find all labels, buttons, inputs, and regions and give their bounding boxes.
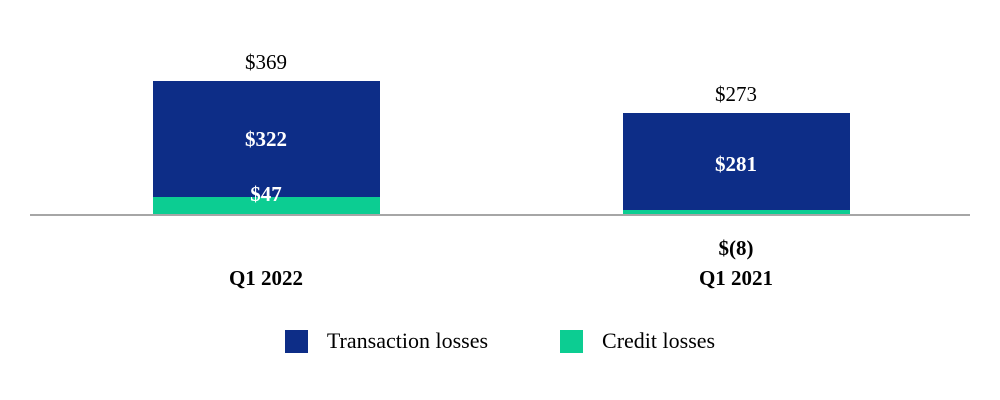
transaction-losses-swatch: [284, 329, 308, 353]
segment-label: $281: [715, 151, 757, 176]
segment-label: $(8): [718, 236, 754, 260]
legend-item: Credit losses: [560, 328, 715, 354]
total-label: $369: [245, 50, 287, 74]
credit-losses-swatch: [560, 329, 584, 353]
bar-segment-transaction-losses: [622, 113, 850, 214]
category-label: Q1 2022: [228, 266, 304, 290]
category-label: Q1 2021: [698, 266, 774, 290]
bar-segment-credit-losses: [622, 210, 850, 214]
bar-segment-transaction-losses: [152, 81, 380, 197]
segment-label: $47: [250, 182, 282, 206]
total-label: $273: [715, 82, 757, 106]
segment-label: $322: [245, 127, 287, 151]
legend: Transaction losses Credit losses: [0, 328, 1000, 354]
legend-label: Credit losses: [602, 328, 716, 353]
legend-label: Transaction losses: [326, 328, 489, 353]
legend-item: Transaction losses: [284, 328, 489, 354]
x-axis-line: [30, 214, 970, 216]
bar-segment-credit-losses: [152, 197, 380, 214]
